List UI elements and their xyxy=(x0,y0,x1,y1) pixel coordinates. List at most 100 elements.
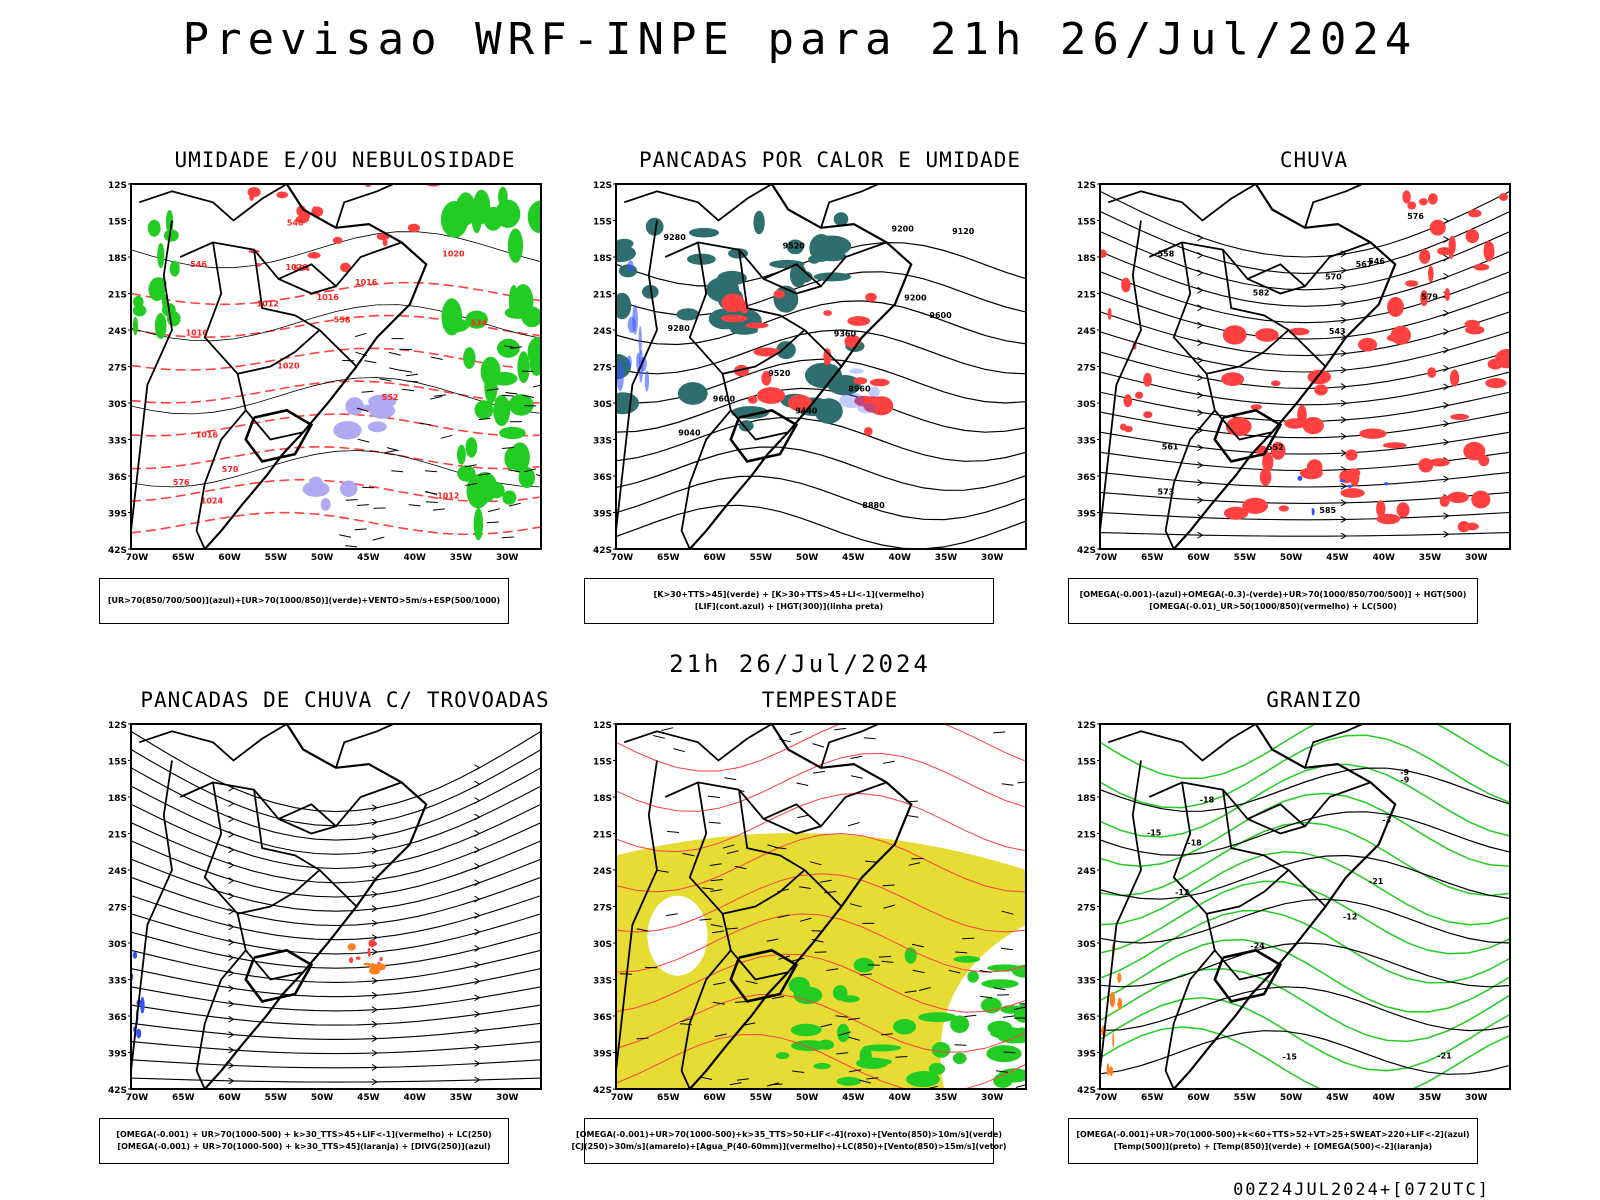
state-border xyxy=(1304,184,1363,229)
wind-vector xyxy=(847,822,860,827)
contour-label: 8880 xyxy=(862,501,885,510)
field-patch xyxy=(1437,247,1453,256)
state-border xyxy=(820,724,879,769)
wind-vector xyxy=(848,1036,861,1041)
streamline xyxy=(1100,411,1510,439)
stream-arrow xyxy=(1340,316,1347,324)
panel-legend: [K>30+TTS>45](verde) + [K>30+TTS>45+LI<-… xyxy=(584,578,994,624)
stream-arrow xyxy=(474,1043,481,1051)
wind-vector xyxy=(1013,1006,1026,1011)
field-patch xyxy=(872,1058,892,1065)
streamline xyxy=(131,895,541,941)
stream-arrow xyxy=(1443,438,1450,446)
contour-line xyxy=(1100,734,1510,809)
field-patch xyxy=(1106,1063,1110,1076)
wind-vector xyxy=(849,1069,862,1073)
state-border xyxy=(278,818,337,835)
contour-label: 1020 xyxy=(277,361,300,370)
field-patch xyxy=(1270,380,1281,387)
field-patch xyxy=(147,219,161,237)
field-patch xyxy=(1117,972,1122,983)
stream-arrow xyxy=(474,1027,481,1035)
panel-trovoadas: PANCADAS DE CHUVA C/ TROVOADAS 12S 15S 18S… xyxy=(95,688,595,1164)
state-border xyxy=(131,760,173,1071)
field-patch xyxy=(869,396,894,416)
stream-arrow xyxy=(1443,236,1450,243)
wind-vector xyxy=(666,830,680,833)
wind-vector xyxy=(1003,1051,1016,1054)
legend-line: [OMEGA(-0.001) + UR>70(1000-500) + k>30_… xyxy=(116,1130,492,1139)
lat-tick-label: 30S xyxy=(108,940,127,950)
state-border xyxy=(195,949,247,1089)
stream-arrow xyxy=(474,846,481,854)
contour-label: 9280 xyxy=(668,324,691,333)
field-patch xyxy=(731,406,770,419)
lon-tick-label: 40W xyxy=(888,1093,911,1101)
wind-vector xyxy=(772,996,784,999)
wind-vector xyxy=(408,504,421,507)
stream-arrow xyxy=(1340,283,1347,291)
model-run-footer: 00Z24JUL2024+[072UTC] xyxy=(1233,1180,1490,1200)
field-patch xyxy=(776,341,796,360)
contour-label: 570 xyxy=(222,465,239,474)
field-patch xyxy=(527,200,541,234)
contour-line xyxy=(616,329,1026,375)
lat-tick-label: 12S xyxy=(593,181,612,191)
lon-tick-label: 35W xyxy=(1419,1093,1442,1101)
contour-line xyxy=(616,832,1026,893)
state-border xyxy=(664,781,887,828)
lon-tick-label: 45W xyxy=(842,553,865,561)
state-border xyxy=(688,782,843,915)
field-patch xyxy=(1473,263,1490,271)
field-patch xyxy=(1259,468,1272,486)
state-border xyxy=(1100,220,1142,531)
lat-tick-label: 27S xyxy=(593,904,612,914)
field-patch xyxy=(1376,513,1401,525)
stream-arrow xyxy=(474,945,481,952)
field-patch xyxy=(1112,1032,1115,1048)
wind-vector xyxy=(906,814,919,818)
stream-arrow xyxy=(1443,365,1450,372)
state-border xyxy=(138,184,288,222)
stream-arrow xyxy=(1197,251,1204,259)
wind-vector xyxy=(402,388,415,392)
contour-label: -9 xyxy=(1400,768,1409,777)
contour-label: 576 xyxy=(1407,212,1424,221)
field-gap xyxy=(647,895,708,976)
field-patch xyxy=(340,262,351,273)
wind-vector xyxy=(709,863,722,866)
contour-label: 9600 xyxy=(713,395,736,404)
streamline xyxy=(1100,431,1510,455)
coastline xyxy=(1172,184,1397,549)
lat-tick-label: 42S xyxy=(593,546,612,556)
stream-arrow xyxy=(474,813,481,821)
stream-arrow xyxy=(1340,516,1347,523)
lon-tick-label: 30W xyxy=(981,553,1004,561)
field-patch xyxy=(868,386,880,398)
streamline xyxy=(131,876,541,927)
stream-arrow xyxy=(371,934,378,941)
panel-title: PANCADAS DE CHUVA C/ TROVOADAS xyxy=(140,688,550,712)
wind-vector xyxy=(504,345,517,349)
lat-tick-label: 42S xyxy=(108,546,127,556)
stream-arrow xyxy=(1340,482,1347,490)
wind-vector xyxy=(345,499,358,501)
contour-label: 558 xyxy=(1158,250,1175,259)
lon-tick-label: 35W xyxy=(450,1093,473,1101)
field-patch xyxy=(495,199,521,228)
field-patch xyxy=(1311,508,1315,516)
lat-tick-label: 24S xyxy=(108,327,127,337)
wind-vector xyxy=(743,1022,756,1026)
stream-arrow xyxy=(1197,286,1204,294)
field-patch xyxy=(457,444,466,465)
contour-label: 1016 xyxy=(317,293,340,302)
contour-line xyxy=(616,446,1026,491)
field-patch xyxy=(1457,521,1471,533)
wind-vector xyxy=(895,1056,908,1058)
contour-label: 573 xyxy=(1158,488,1175,497)
wind-vector xyxy=(734,865,747,870)
streamline xyxy=(131,986,541,1012)
lat-tick-label: 30S xyxy=(1077,400,1096,410)
contour-line xyxy=(1100,763,1510,838)
field-patch xyxy=(455,192,476,226)
